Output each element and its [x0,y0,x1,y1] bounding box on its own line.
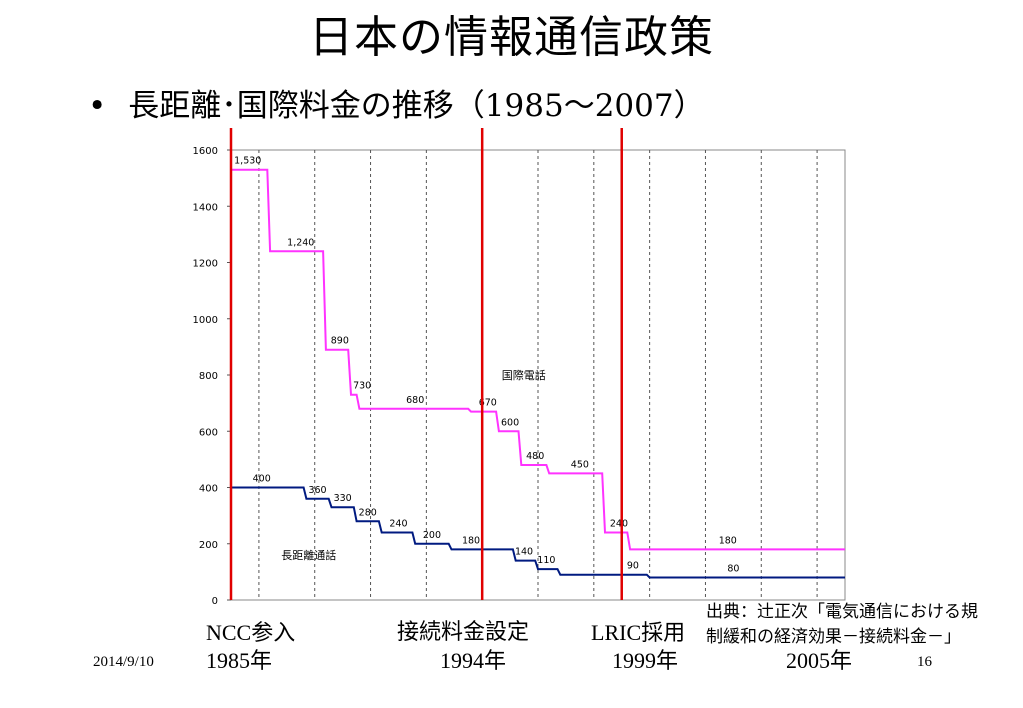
y-tick-label: 1200 [193,259,218,270]
data-label: 180 [462,535,480,546]
y-tick-label: 600 [199,427,218,438]
source-line-2: 制緩和の経済効果－接続料金－」 [706,627,961,647]
source-citation: 出典：辻正次「電気通信における規 制緩和の経済効果－接続料金－」 [706,600,978,650]
data-label: 680 [406,395,424,406]
annotation-interconnect-year: 1994年 [440,648,507,673]
annotation-lric-year: 1999年 [612,648,679,673]
bullet-close: ） [673,88,705,124]
page-title: 日本の情報通信政策 [309,12,714,63]
annotation-2005-year: 2005年 [786,648,853,673]
data-label: 110 [537,555,555,566]
data-label: 80 [727,564,739,575]
footer-date: 2014/9/10 [93,654,154,670]
series-line-long-distance [231,486,845,579]
data-label: 200 [423,530,441,541]
y-tick-label: 1600 [193,146,218,157]
data-label: 600 [501,417,519,428]
bullet-text: 長距離･国際料金の推移（ [128,88,485,124]
y-tick-label: 800 [199,371,218,382]
data-label: 280 [359,507,377,518]
data-label: 240 [389,519,407,530]
data-label: 1,530 [234,156,261,167]
y-tick-label: 200 [199,540,218,551]
annotation-interconnect-label: 接続料金設定 [397,620,530,645]
data-label: 330 [334,493,352,504]
data-label: 890 [331,336,349,347]
data-label: 480 [526,451,544,462]
series-label: 国際電話 [502,368,546,382]
data-label: 180 [719,535,737,546]
y-tick-label: 0 [212,596,218,607]
bullet-heading: • 長距離･国際料金の推移（1985〜2007） [88,84,705,128]
annotation-ncc-year: 1985年 [206,648,273,673]
series-line-international [231,168,845,551]
data-label: 1,240 [287,237,314,248]
footer-page-number: 16 [917,654,932,670]
y-tick-label: 1000 [193,315,218,326]
annotation-lric-label: LRIC採用 [591,620,686,645]
source-line-1: 出典：辻正次「電気通信における規 [706,602,978,622]
series-label: 長距離通話 [281,548,336,562]
y-tick-label: 400 [199,484,218,495]
y-tick-label: 1400 [193,202,218,213]
data-label: 90 [627,561,639,572]
data-label: 140 [515,547,533,558]
bullet-years: 1985〜2007 [484,88,674,124]
bullet-symbol: • [88,88,107,124]
data-label: 730 [353,381,371,392]
data-label: 670 [479,398,497,409]
data-label: 400 [253,474,271,485]
data-label: 360 [308,485,326,496]
data-label: 450 [571,459,589,470]
annotation-ncc-label: NCC参入 [206,620,296,645]
data-label: 240 [610,519,628,530]
